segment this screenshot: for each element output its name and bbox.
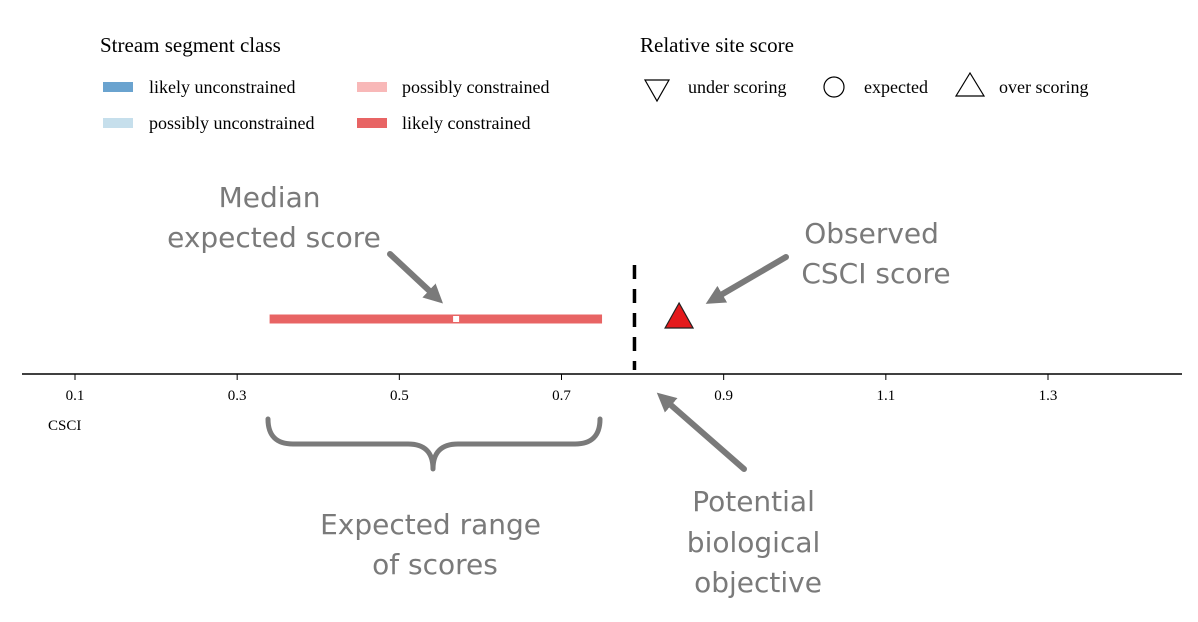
observed-score-marker	[664, 301, 695, 329]
x-axis-label: CSCI	[48, 418, 81, 434]
x-tick-label: 0.9	[714, 388, 733, 404]
legend-label-possibly-unconstrained: possibly unconstrained	[149, 113, 314, 133]
median-expected-marker	[453, 316, 460, 322]
x-tick-label: 0.5	[390, 388, 409, 404]
segment-class-legend: Stream segment class likely unconstraine…	[100, 33, 549, 133]
legend-swatch-possibly-constrained	[357, 82, 387, 92]
legend-swatch-likely-constrained	[357, 118, 387, 128]
observed-annotation: Observed CSCI score	[801, 217, 950, 290]
legend-swatch-possibly-unconstrained	[103, 118, 133, 128]
x-axis: 0.1 0.3 0.5 0.7 0.9 1.1 1.3 CSCI	[22, 373, 1182, 434]
x-tick-label: 0.7	[552, 388, 571, 404]
legend-label-under-scoring: under scoring	[688, 77, 786, 97]
observed-arrow	[705, 254, 789, 304]
median-arrow	[387, 251, 444, 304]
legend-swatch-likely-unconstrained	[103, 82, 133, 92]
legend-label-likely-unconstrained: likely unconstrained	[149, 77, 295, 97]
score-legend-title: Relative site score	[640, 33, 794, 57]
legend-label-likely-constrained: likely constrained	[402, 113, 530, 133]
objective-annotation: Potential biological objective	[687, 485, 829, 599]
range-annotation: Expected range of scores	[320, 508, 550, 581]
annotations: Median expected score Observed CSCI scor…	[167, 181, 951, 599]
legend-label-expected: expected	[864, 77, 928, 97]
segment-legend-title: Stream segment class	[100, 33, 281, 57]
legend-label-over-scoring: over scoring	[999, 77, 1088, 97]
triangle-up-icon	[954, 71, 986, 97]
legend-label-possibly-constrained: possibly constrained	[402, 77, 549, 97]
objective-arrow	[656, 392, 747, 472]
range-brace	[265, 416, 603, 472]
median-annotation: Median expected score	[167, 181, 381, 254]
triangle-down-icon	[643, 79, 671, 103]
x-tick-label: 0.1	[66, 388, 85, 404]
x-tick-label: 1.1	[876, 388, 895, 404]
x-tick-label: 0.3	[228, 388, 247, 404]
x-axis-ticks: 0.1 0.3 0.5 0.7 0.9 1.1 1.3	[66, 374, 1058, 404]
circle-icon	[823, 76, 845, 98]
site-score-legend: Relative site score under scoring expect…	[640, 33, 1088, 103]
chart-marks	[269, 265, 695, 370]
x-tick-label: 1.3	[1039, 388, 1058, 404]
